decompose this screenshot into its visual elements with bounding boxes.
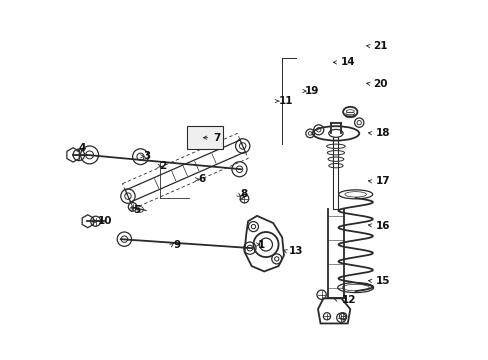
- Text: 20: 20: [373, 79, 387, 89]
- Text: 3: 3: [143, 151, 150, 161]
- Text: 16: 16: [375, 221, 389, 230]
- Text: 10: 10: [97, 216, 112, 226]
- Text: 14: 14: [340, 57, 354, 67]
- Text: 7: 7: [213, 133, 220, 143]
- Text: 1: 1: [258, 239, 265, 249]
- Text: 13: 13: [288, 246, 303, 256]
- Text: 18: 18: [375, 129, 389, 138]
- Text: 17: 17: [375, 176, 389, 186]
- Text: 5: 5: [133, 206, 140, 216]
- Text: 6: 6: [198, 174, 205, 184]
- Text: 12: 12: [341, 295, 355, 305]
- Text: 9: 9: [174, 240, 181, 250]
- Text: 19: 19: [304, 86, 319, 96]
- FancyBboxPatch shape: [187, 126, 222, 149]
- Text: 11: 11: [278, 96, 293, 106]
- Text: 4: 4: [79, 143, 86, 153]
- Text: 15: 15: [375, 276, 389, 286]
- Text: 2: 2: [159, 161, 166, 171]
- Text: 8: 8: [240, 189, 247, 199]
- Text: 21: 21: [373, 41, 387, 51]
